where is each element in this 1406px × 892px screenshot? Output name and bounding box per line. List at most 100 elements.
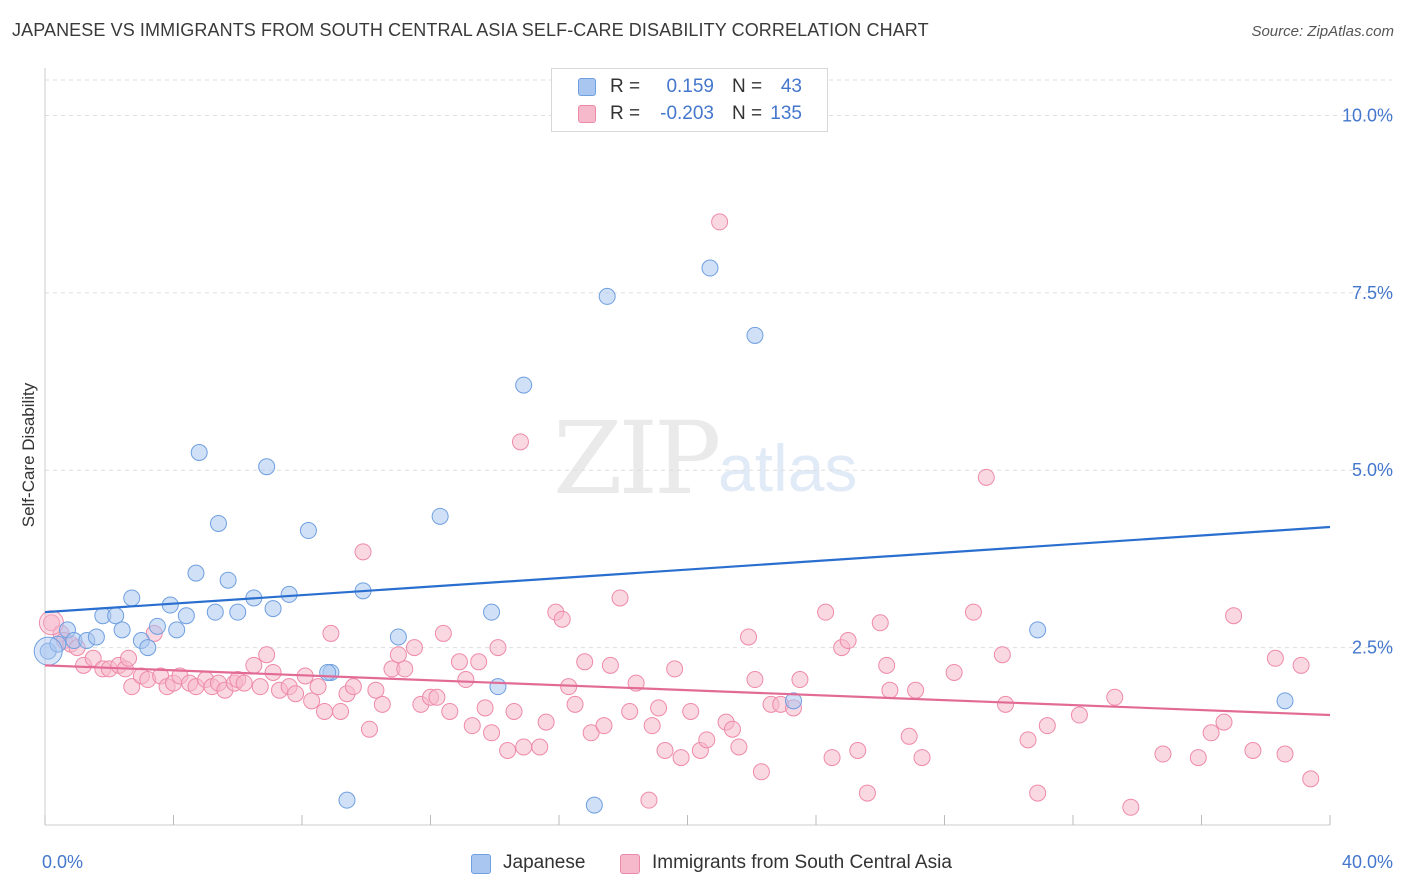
y-tick-label: 5.0% (1352, 460, 1393, 480)
data-point (701, 259, 719, 277)
data-point (566, 695, 584, 713)
data-point (881, 681, 899, 699)
data-point (791, 671, 809, 689)
data-point (977, 468, 995, 486)
data-point (849, 742, 867, 759)
data-point (441, 702, 459, 720)
y-axis-label: Self-Care Disability (19, 382, 38, 527)
data-point (871, 614, 889, 632)
data-point (187, 564, 205, 582)
data-point (168, 621, 186, 639)
data-point (907, 681, 925, 699)
data-point (601, 656, 619, 674)
data-point (332, 702, 350, 720)
data-point (405, 639, 423, 657)
legend-label: Japanese (503, 852, 586, 873)
data-point (206, 603, 224, 621)
data-point (993, 646, 1011, 664)
data-point (148, 617, 166, 635)
data-point (672, 749, 690, 767)
axes (44, 68, 1331, 826)
data-point (489, 639, 507, 657)
data-point (1266, 649, 1284, 667)
data-point (489, 678, 507, 696)
immigrants-legend-swatch (620, 854, 640, 874)
data-point (878, 656, 896, 674)
data-point (598, 287, 616, 305)
data-point (476, 699, 494, 717)
data-point (258, 458, 276, 476)
data-point (913, 749, 931, 767)
data-point (640, 791, 658, 809)
series-immigrants-points (38, 213, 1320, 816)
data-point (463, 717, 481, 735)
data-point (190, 444, 208, 461)
watermark-atlas: atlas (718, 431, 858, 505)
data-point (373, 695, 391, 713)
trend-line-japanese (44, 525, 1331, 614)
data-point (1070, 706, 1088, 724)
data-point (964, 603, 982, 621)
series-japanese-points (33, 259, 1294, 814)
stats-row-japanese: R = 0.159 N = 43 (552, 76, 827, 100)
data-point (650, 699, 668, 717)
data-point (280, 585, 298, 603)
data-point (1154, 745, 1172, 763)
data-point (643, 717, 661, 735)
grid-lines (45, 79, 1392, 649)
data-point (457, 671, 475, 689)
data-point (229, 603, 247, 621)
data-point (338, 791, 356, 809)
data-point (611, 589, 629, 607)
data-point (344, 678, 362, 696)
n-label: N = (732, 103, 763, 124)
data-point (264, 663, 282, 681)
data-point (251, 678, 269, 696)
data-point (287, 685, 305, 703)
data-point (245, 656, 263, 674)
immigrants-swatch (578, 105, 596, 123)
watermark-zip: ZIP (553, 400, 721, 517)
y-tick-label: 10.0% (1342, 105, 1393, 125)
data-point (322, 624, 340, 642)
data-point (360, 720, 378, 738)
data-point (499, 742, 517, 759)
x-tick-label-max: 40.0% (1342, 852, 1393, 872)
data-point (515, 738, 533, 756)
data-point (698, 731, 716, 749)
data-point (1106, 688, 1124, 706)
data-point (354, 543, 372, 561)
data-point (483, 603, 501, 621)
axis-labels: 2.5% 5.0% 7.5% 10.0% 0.0% 40.0% Self-Care Disa… (19, 105, 1393, 872)
data-point (817, 603, 835, 621)
data-point (515, 376, 533, 394)
data-point (1292, 656, 1310, 674)
y-tick-label: 7.5% (1352, 283, 1393, 303)
data-point (900, 727, 918, 745)
data-point (177, 607, 195, 625)
data-point (723, 720, 741, 738)
data-point (139, 639, 157, 657)
data-point (511, 433, 529, 451)
data-point (576, 653, 594, 671)
data-point (1029, 621, 1047, 639)
data-point (666, 660, 684, 678)
data-point (711, 213, 729, 231)
data-point (682, 702, 700, 720)
data-point (42, 614, 60, 632)
data-point (740, 628, 758, 646)
data-point (746, 326, 764, 344)
data-point (123, 589, 141, 607)
data-point (730, 738, 748, 756)
data-point (1038, 717, 1056, 735)
data-point (315, 702, 333, 720)
data-point (235, 674, 253, 692)
data-point (746, 671, 764, 689)
data-point (1276, 692, 1294, 710)
data-point (219, 571, 237, 589)
data-point (1189, 749, 1207, 767)
data-point (582, 724, 600, 742)
x-tick-label-min: 0.0% (42, 852, 83, 872)
data-point (389, 646, 407, 664)
data-point (319, 663, 337, 681)
